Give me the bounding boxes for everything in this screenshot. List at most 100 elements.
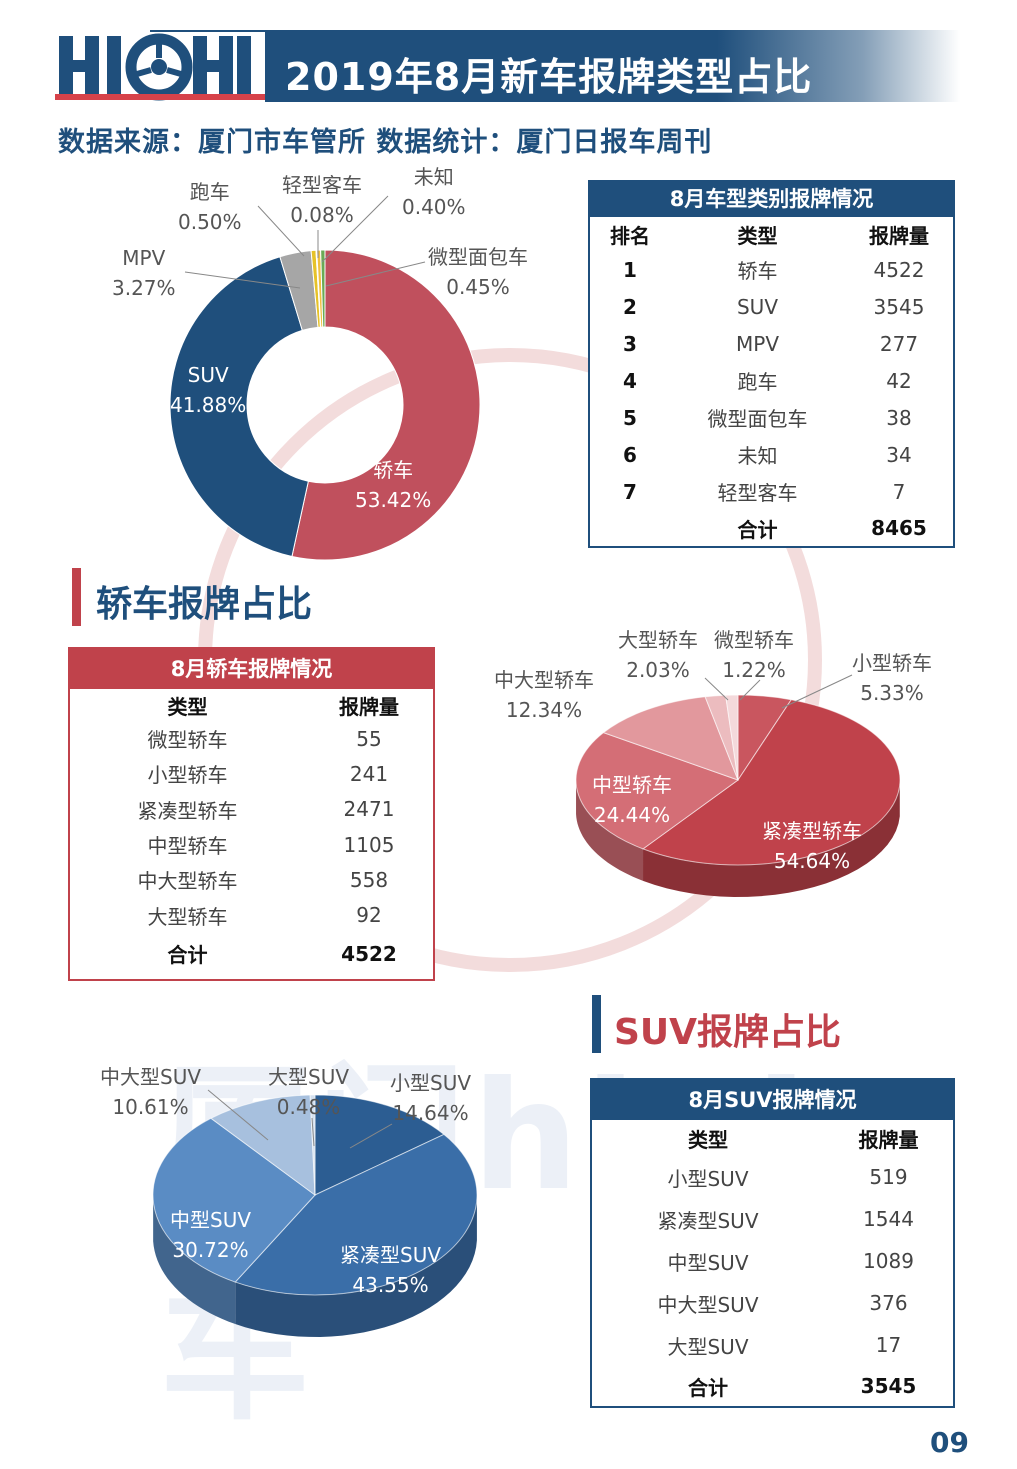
sedan-label-compact-name: 紧凑型轿车 xyxy=(762,819,862,843)
suv-label-small: 小型SUV 14.64% xyxy=(390,1068,471,1128)
donut-label-sedan-value: 53.42% xyxy=(355,488,432,512)
sedan-pie-slice-3 xyxy=(602,696,739,781)
suv-pie-slice-1 xyxy=(234,1133,478,1296)
sedan-table-title: 8月轿车报牌情况 xyxy=(70,649,433,689)
suv-total-value: 3545 xyxy=(860,1374,917,1398)
suv-table-cell: 1089 xyxy=(863,1249,914,1273)
sedan-col-count-header: 报牌量 xyxy=(339,694,399,719)
overall-table-cell: 3545 xyxy=(873,294,925,319)
sedan-table-row: 微型轿车 55 xyxy=(70,721,433,756)
sedan-label-midlarge-value: 12.34% xyxy=(505,698,583,722)
page-title: 2019年8月新车报牌类型占比 xyxy=(285,55,813,99)
suv-col-count-header: 报牌量 xyxy=(858,1127,919,1152)
overall-table: 8月车型类别报牌情况 排名 类型 报牌量 1 轿车 4522 2 SUV 3545 3 MPV… xyxy=(588,180,955,548)
sedan-section-title: 轿车报牌占比 xyxy=(96,584,313,625)
sedan-label-mid-value: 24.44% xyxy=(593,803,671,827)
suv-table-row: 小型SUV 519 xyxy=(592,1156,953,1198)
donut-label-sports-value: 0.50% xyxy=(178,210,242,234)
donut-label-minivan: 微型面包车 0.45% xyxy=(428,242,528,302)
suv-table-cell: 小型SUV xyxy=(667,1166,749,1191)
suv-pie-slice-0 xyxy=(314,1094,445,1196)
suv-pie-slice-2 xyxy=(152,1117,316,1283)
sedan-pie-side-1 xyxy=(643,784,900,897)
sedan-col-type-header: 类型 xyxy=(167,694,208,719)
sedan-label-micro: 微型轿车 1.22% xyxy=(714,625,794,685)
overall-table-row: 4 跑车 42 xyxy=(590,362,953,399)
sedan-leader-lines xyxy=(704,674,853,709)
sedan-label-mid: 中型轿车 24.44% xyxy=(592,770,672,830)
donut-leader-lines xyxy=(184,195,426,289)
donut-slice-6 xyxy=(320,249,326,328)
sedan-pie-slice-5 xyxy=(725,694,739,781)
sedan-pie-side-2 xyxy=(576,781,644,881)
overall-table-cell: 轿车 xyxy=(737,259,778,283)
donut-label-sedan: 轿车 53.42% xyxy=(355,455,431,515)
sedan-label-midlarge: 中大型轿车 12.34% xyxy=(494,665,594,725)
donut-label-mpv-value: 3.27% xyxy=(112,276,176,300)
sedan-label-large: 大型轿车 2.03% xyxy=(618,625,698,685)
sedan-table-cell: 紧凑型轿车 xyxy=(137,798,238,823)
suv-label-large: 大型SUV 0.48% xyxy=(268,1062,349,1122)
donut-label-sports-name: 跑车 xyxy=(189,180,230,204)
sedan-section-bar xyxy=(72,568,81,626)
suv-table-row: 大型SUV 17 xyxy=(592,1324,953,1366)
high-logo xyxy=(55,32,265,102)
overall-table-header: 排名 类型 报牌量 xyxy=(590,217,953,251)
header-band xyxy=(150,30,960,102)
suv-label-compact-name: 紧凑型SUV xyxy=(340,1243,442,1267)
donut-label-suv: SUV 41.88% xyxy=(170,360,246,420)
sedan-table: 8月轿车报牌情况 类型 报牌量 微型轿车 55 小型轿车 241 紧凑型轿车 2471 中型… xyxy=(68,647,435,981)
suv-table-row: 紧凑型SUV 1544 xyxy=(592,1198,953,1240)
overall-table-row: 5 微型面包车 38 xyxy=(590,399,953,436)
donut-slice-0 xyxy=(291,249,481,561)
overall-table-cell: 3 xyxy=(623,331,637,356)
sedan-table-cell: 中型轿车 xyxy=(147,834,228,859)
sedan-label-large-name: 大型轿车 xyxy=(618,628,698,652)
sedan-table-row: 小型轿车 241 xyxy=(70,756,433,791)
sedan-label-compact-value: 54.64% xyxy=(773,849,851,873)
overall-table-cell: 38 xyxy=(886,405,912,430)
donut-label-unknown: 未知 0.40% xyxy=(402,162,466,222)
donut-label-sports: 跑车 0.50% xyxy=(178,177,242,237)
sedan-table-row: 中型轿车 1105 xyxy=(70,827,433,862)
overall-table-cell: 7 xyxy=(892,479,906,504)
donut-label-light-bus-value: 0.08% xyxy=(290,203,354,227)
overall-table-cell: 未知 xyxy=(737,444,778,468)
overall-table-row: 3 MPV 277 xyxy=(590,325,953,362)
sedan-label-small-value: 5.33% xyxy=(860,681,924,705)
overall-table-cell: 轻型客车 xyxy=(717,481,798,505)
suv-table-cell: 中型SUV xyxy=(667,1250,749,1275)
sedan-table-cell: 92 xyxy=(356,903,382,928)
sedan-table-row: 中大型轿车 558 xyxy=(70,862,433,897)
suv-table-cell: 大型SUV xyxy=(667,1334,749,1359)
suv-label-mid-name: 中型SUV xyxy=(170,1208,252,1232)
sedan-label-micro-value: 1.22% xyxy=(722,658,786,682)
suv-col-type-header: 类型 xyxy=(688,1127,728,1152)
donut-label-suv-name: SUV xyxy=(187,363,229,387)
overall-table-cell: 4522 xyxy=(873,257,925,282)
suv-pie-slice-4 xyxy=(309,1094,316,1196)
overall-table-row: 1 轿车 4522 xyxy=(590,251,953,288)
total-label: 合计 xyxy=(737,517,778,542)
donut-label-mpv: MPV 3.27% xyxy=(112,243,176,303)
overall-table-cell: 7 xyxy=(623,479,637,504)
overall-table-total: 合计 8465 xyxy=(590,510,953,546)
suv-table-cell: 中大型SUV xyxy=(657,1292,759,1317)
suv-label-midlarge-value: 10.61% xyxy=(112,1095,189,1119)
suv-label-compact-value: 43.55% xyxy=(352,1273,429,1297)
sedan-label-large-value: 2.03% xyxy=(626,658,690,682)
sedan-total-value: 4522 xyxy=(341,941,397,966)
suv-section-bar xyxy=(592,995,601,1053)
suv-label-mid: 中型SUV 30.72% xyxy=(170,1205,251,1265)
overall-table-row: 6 未知 34 xyxy=(590,436,953,473)
suv-table-cell: 紧凑型SUV xyxy=(657,1208,759,1233)
col-type-header: 类型 xyxy=(737,223,778,248)
donut-slice-1 xyxy=(169,256,309,558)
overall-table-row: 7 轻型客车 7 xyxy=(590,473,953,510)
suv-table-total: 合计 3545 xyxy=(592,1366,953,1406)
overall-table-cell: 6 xyxy=(623,442,637,467)
overall-donut-chart xyxy=(169,249,481,561)
data-source-subtitle: 数据来源：厦门市车管所 数据统计：厦门日报车周刊 xyxy=(58,127,713,158)
suv-table-header: 类型 报牌量 xyxy=(592,1120,953,1156)
suv-table-cell: 1544 xyxy=(863,1207,914,1231)
